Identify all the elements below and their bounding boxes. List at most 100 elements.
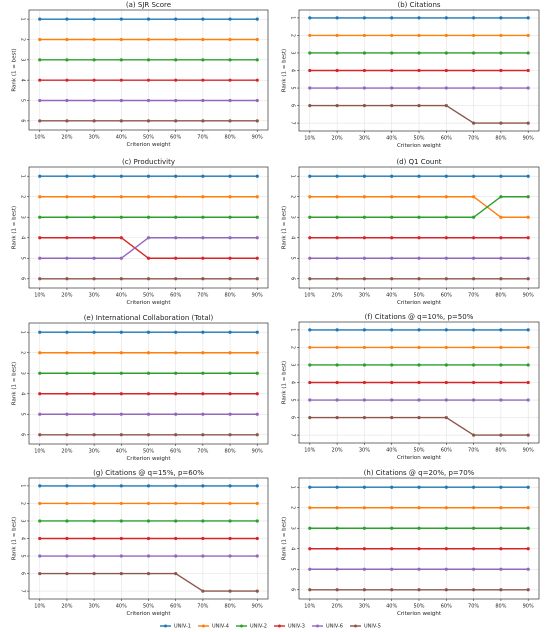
data-point-univ-4 <box>255 351 259 355</box>
x-tick-label: 30% <box>89 604 100 610</box>
subplot-2: (b) Citations 10% 20% 30% 40% 50% 60% 70% 80% 90%… <box>282 1 540 149</box>
data-point-univ-2 <box>472 363 476 367</box>
data-point-univ-1 <box>228 17 232 21</box>
data-point-univ-1 <box>92 330 96 334</box>
x-axis-label: Criterion weight <box>126 142 171 148</box>
y-tick-label: 4 <box>290 69 296 72</box>
data-point-univ-2 <box>228 371 232 375</box>
x-tick-label: 80% <box>495 293 506 299</box>
y-tick-label: 6 <box>20 277 26 280</box>
data-point-univ-1 <box>335 174 339 178</box>
data-point-univ-6 <box>444 398 448 402</box>
data-point-univ-5 <box>526 433 530 437</box>
data-point-univ-4 <box>499 345 503 350</box>
y-axis-label: Rank (1 = best) <box>12 48 18 91</box>
data-point-univ-6 <box>38 412 42 416</box>
y-tick-label: 7 <box>20 590 26 593</box>
data-point-univ-2 <box>335 51 339 55</box>
x-tick-label: 50% <box>413 604 424 610</box>
data-point-univ-4 <box>38 195 42 199</box>
data-point-univ-4 <box>390 506 394 510</box>
data-point-univ-4 <box>472 195 476 199</box>
data-point-univ-1 <box>146 330 151 334</box>
data-point-univ-4 <box>174 351 178 355</box>
data-point-univ-2 <box>201 371 205 375</box>
data-point-univ-2 <box>526 51 530 55</box>
data-point-univ-1 <box>472 328 476 332</box>
data-point-univ-6 <box>472 398 476 402</box>
y-tick-label: 4 <box>290 381 296 384</box>
data-point-univ-4 <box>362 33 366 38</box>
data-point-univ-3 <box>38 536 42 541</box>
data-point-univ-5 <box>119 119 123 123</box>
data-point-univ-1 <box>390 328 394 332</box>
data-point-univ-4 <box>526 33 530 38</box>
data-point-univ-5 <box>119 571 123 576</box>
data-point-univ-5 <box>417 588 421 592</box>
data-point-univ-3 <box>472 380 476 385</box>
data-point-univ-4 <box>335 345 339 350</box>
data-point-univ-5 <box>228 277 232 281</box>
data-point-univ-2 <box>146 215 151 219</box>
data-point-univ-2 <box>146 371 151 375</box>
data-point-univ-3 <box>308 236 312 240</box>
y-tick-label: 1 <box>20 18 26 21</box>
subplot-title: (g) Citations @ q=15%, p=60% <box>93 469 204 477</box>
data-point-univ-5 <box>362 103 366 108</box>
data-point-univ-1 <box>146 484 151 488</box>
y-tick-label: 3 <box>290 216 296 219</box>
data-point-univ-4 <box>65 351 69 355</box>
data-point-univ-4 <box>255 501 259 506</box>
data-point-univ-4 <box>417 506 421 510</box>
x-axis-label: Criterion weight <box>397 611 442 617</box>
data-point-univ-2 <box>119 371 123 375</box>
data-point-univ-4 <box>92 351 96 355</box>
data-point-univ-6 <box>146 98 151 103</box>
y-tick-label: 3 <box>290 51 296 54</box>
data-point-univ-2 <box>390 526 394 530</box>
data-point-univ-1 <box>146 174 151 178</box>
data-point-univ-5 <box>526 121 530 125</box>
x-tick-label: 20% <box>332 604 343 610</box>
y-tick-label: 6 <box>20 119 26 122</box>
x-tick-label: 50% <box>143 449 154 455</box>
data-point-univ-4 <box>335 33 339 38</box>
data-point-univ-2 <box>255 58 259 62</box>
x-axis-label: Criterion weight <box>126 456 171 462</box>
data-point-univ-3 <box>417 68 421 73</box>
x-tick-label: 90% <box>252 449 263 455</box>
data-point-univ-1 <box>174 174 178 178</box>
y-tick-label: 6 <box>20 433 26 436</box>
data-point-univ-4 <box>119 195 123 199</box>
subplot-6: (f) Citations @ q=10%, p=50% 10% 20% 30% 40%… <box>282 313 540 461</box>
data-point-univ-1 <box>308 174 312 178</box>
data-point-univ-3 <box>228 78 232 82</box>
data-point-univ-2 <box>499 195 503 199</box>
data-point-univ-5 <box>335 588 339 592</box>
data-point-univ-1 <box>65 174 69 178</box>
data-point-univ-1 <box>444 174 448 178</box>
data-point-univ-1 <box>526 16 530 20</box>
data-point-univ-4 <box>308 195 312 199</box>
x-tick-label: 10% <box>304 448 315 454</box>
data-point-univ-5 <box>444 103 448 108</box>
data-point-univ-4 <box>228 37 232 42</box>
legend-entry: UNIV-1 <box>174 624 191 630</box>
data-point-univ-3 <box>92 392 96 396</box>
x-tick-label: 40% <box>386 293 397 299</box>
data-point-univ-5 <box>92 433 96 437</box>
data-point-univ-5 <box>146 277 151 281</box>
data-point-univ-4 <box>499 33 503 38</box>
data-point-univ-1 <box>308 16 312 20</box>
data-point-univ-1 <box>255 330 259 334</box>
data-point-univ-2 <box>92 519 96 523</box>
x-tick-label: 10% <box>34 604 45 610</box>
x-tick-label: 80% <box>224 293 235 299</box>
data-point-univ-5 <box>146 119 151 123</box>
data-point-univ-3 <box>335 236 339 240</box>
data-point-univ-4 <box>174 195 178 199</box>
data-point-univ-6 <box>228 554 232 558</box>
y-tick-label: 3 <box>290 363 296 366</box>
data-point-univ-3 <box>255 78 259 82</box>
data-point-univ-3 <box>146 256 151 260</box>
